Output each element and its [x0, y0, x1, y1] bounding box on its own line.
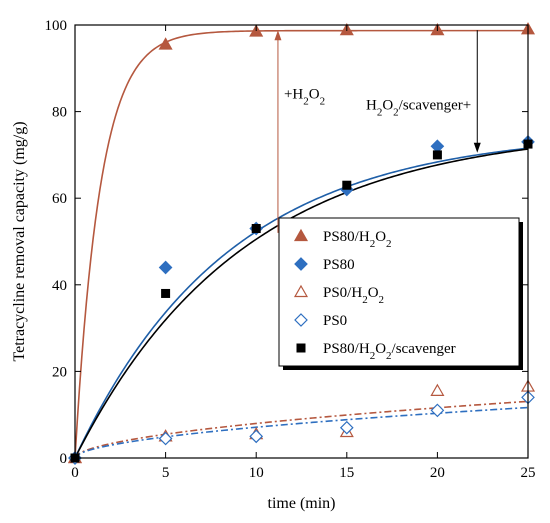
point-s3-4: [430, 403, 445, 418]
y-tick-label-5: 100: [45, 18, 68, 34]
fit-curve-2: [74, 400, 529, 459]
axes: 0 5 10 15 20 25 0 20 40 60 80 100 time (min) Tetracyc…: [11, 18, 536, 512]
add-h2o2-arrow-head: [274, 30, 282, 41]
y-tick-label-4: 80: [52, 105, 67, 121]
point-s4-2: [251, 224, 261, 234]
legend-label-2: PS0/H2O2: [323, 285, 384, 306]
x-tick-label-5: 25: [521, 465, 536, 481]
legend-label-0: PS80/H2O2: [323, 229, 392, 250]
data-markers: [67, 22, 536, 465]
legend-marker-2: [293, 284, 309, 298]
point-s4-3: [342, 180, 352, 190]
scavenger-arrow-head: [473, 142, 481, 153]
x-tick-label-4: 20: [430, 465, 445, 481]
plot-frame: [74, 24, 529, 459]
y-axis-title: Tetracycline removal capacity (mg/g): [11, 121, 28, 361]
fit-curve-0: [74, 29, 528, 459]
point-s3-3: [339, 420, 354, 435]
legend-label-1: PS80: [323, 257, 355, 273]
point-s3-1: [158, 431, 173, 446]
legend-marker-3: [294, 313, 308, 327]
legend-marker-0: [293, 228, 309, 242]
legend-box: [278, 217, 520, 367]
point-s4-4: [432, 150, 442, 160]
x-tick-label-3: 15: [339, 465, 354, 481]
fit-curves: [74, 29, 529, 459]
point-s2-4: [430, 383, 445, 396]
legend-marker-4: [296, 343, 306, 353]
x-tick-label-2: 10: [249, 465, 264, 481]
annotations: +H2O2 H2O2/scavenger+: [274, 30, 481, 233]
y-tick-label-2: 40: [52, 278, 67, 294]
point-s1-1: [158, 260, 173, 275]
y-tick-label-3: 60: [52, 191, 67, 207]
legend-marker-1: [294, 257, 308, 271]
add-h2o2-label: +H2O2: [284, 87, 325, 108]
legend-label-3: PS0: [323, 313, 347, 329]
point-s3-2: [249, 429, 264, 444]
point-s4-1: [161, 288, 171, 298]
legend: PS80/H2O2 PS80 PS0/H2O2 PS0 PS80/H2O2/scaven…: [278, 217, 523, 370]
y-tick-label-0: 0: [60, 451, 68, 467]
x-axis-title: time (min): [268, 495, 336, 512]
fit-curve-3: [74, 406, 529, 459]
x-tick-label-1: 5: [162, 465, 170, 481]
point-s0-1: [158, 37, 173, 50]
legend-label-4: PS80/H2O2/scavenger: [323, 341, 456, 362]
fit-curve-1: [74, 147, 529, 459]
fit-curve-4: [74, 148, 529, 459]
scavenger-label: H2O2/scavenger+: [366, 97, 471, 118]
y-tick-label-1: 20: [52, 364, 67, 380]
x-tick-label-0: 0: [71, 465, 79, 481]
